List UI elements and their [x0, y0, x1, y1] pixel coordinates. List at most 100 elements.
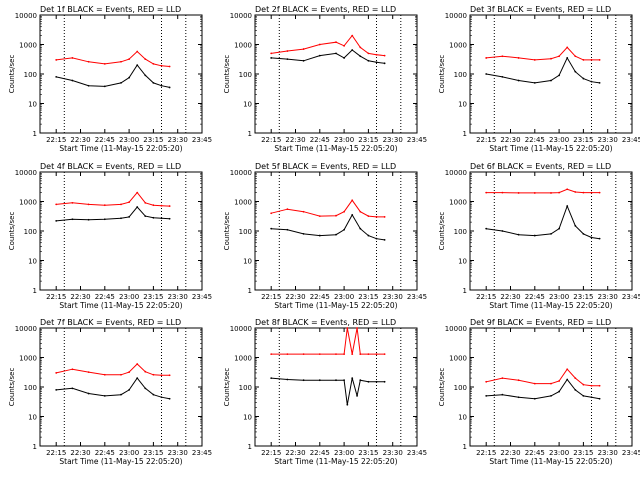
data-point-lld — [318, 215, 321, 217]
panel-det-1: Det 1f BLACK = Events, RED = LLD 1 10 100 10… — [8, 5, 212, 153]
panel-title: Det 3f BLACK = Events, RED = LLD — [470, 5, 611, 14]
data-point-events — [590, 396, 593, 399]
data-point-lld — [168, 374, 171, 377]
y-axis-label: Counts/sec — [223, 212, 231, 251]
data-point-events — [128, 216, 131, 218]
x-tick-label: 23:00 — [119, 136, 139, 144]
data-point-events — [359, 379, 362, 382]
data-point-lld — [128, 201, 131, 204]
data-point-events — [160, 84, 163, 87]
data-point-lld — [270, 52, 273, 55]
data-point-events — [574, 224, 577, 227]
x-tick-label: 23:15 — [358, 136, 378, 144]
x-tick-label: 23:15 — [143, 449, 163, 457]
data-point-lld — [168, 205, 171, 207]
data-point-lld — [550, 57, 552, 60]
data-point-lld — [367, 215, 370, 217]
data-point-lld — [359, 46, 362, 49]
y-axis-label: Counts/sec — [223, 55, 231, 94]
y-tick-label: 100 — [24, 71, 37, 79]
y-tick-label: 10000 — [445, 325, 467, 333]
data-point-events — [533, 397, 536, 400]
x-tick-label: 23:30 — [383, 136, 403, 144]
data-point-events — [356, 394, 358, 397]
data-point-lld — [120, 203, 122, 206]
series-line-events — [271, 213, 385, 241]
x-axis-label: Start Time (11-May-15 22:05:20) — [489, 144, 612, 153]
data-point-events — [566, 57, 569, 59]
data-point-events — [501, 393, 504, 396]
data-point-events — [550, 79, 552, 82]
panel-det-2: Det 2f BLACK = Events, RED = LLD 1 10 100 10… — [223, 5, 427, 153]
x-tick-label: 23:45 — [407, 449, 427, 457]
data-point-events — [128, 76, 131, 79]
data-point-events — [359, 55, 362, 58]
data-point-events — [168, 217, 171, 220]
data-point-events — [136, 377, 139, 380]
data-point-events — [383, 62, 386, 65]
data-point-events — [120, 81, 122, 84]
data-point-events — [55, 219, 58, 222]
x-tick-label: 23:45 — [192, 449, 212, 457]
data-point-lld — [270, 353, 273, 356]
data-point-events — [318, 54, 321, 57]
panel-det-3: Det 3f BLACK = Events, RED = LLD 1 10 100 10… — [438, 5, 640, 153]
data-point-events — [485, 394, 488, 397]
series-line-events — [486, 56, 600, 84]
data-point-events — [517, 233, 520, 236]
data-point-events — [87, 392, 90, 395]
data-point-lld — [55, 372, 58, 374]
panel-title: Det 7f BLACK = Events, RED = LLD — [40, 318, 181, 327]
x-tick-label: 22:15 — [46, 449, 66, 457]
x-tick-label: 23:00 — [334, 449, 354, 457]
y-tick-label: 1 — [463, 130, 467, 138]
data-point-lld — [318, 353, 321, 356]
data-point-lld — [517, 192, 520, 194]
data-point-lld — [144, 370, 147, 373]
data-point-lld — [136, 50, 139, 53]
y-tick-label: 1 — [33, 287, 37, 295]
data-point-events — [533, 81, 536, 84]
x-tick-label: 22:45 — [525, 136, 545, 144]
panel-det-4: Det 4f BLACK = Events, RED = LLD 1 10 100 10… — [8, 162, 212, 310]
series-line-lld — [271, 34, 385, 57]
series-line-lld — [271, 327, 385, 355]
data-point-lld — [286, 208, 289, 211]
y-axis-label: Counts/sec — [438, 55, 446, 94]
y-tick-label: 100 — [24, 384, 37, 392]
x-axis-label: Start Time (11-May-15 22:05:20) — [489, 301, 612, 310]
x-tick-label: 22:15 — [261, 449, 281, 457]
data-point-events — [383, 238, 386, 241]
y-tick-label: 10000 — [15, 12, 37, 20]
data-point-events — [517, 396, 520, 399]
data-point-lld — [558, 55, 560, 58]
data-point-lld — [582, 59, 585, 61]
data-point-events — [558, 74, 560, 77]
y-tick-label: 1 — [33, 443, 37, 451]
data-point-events — [71, 79, 74, 82]
data-point-lld — [55, 203, 58, 206]
data-point-lld — [485, 380, 488, 383]
data-point-events — [335, 379, 337, 382]
data-point-events — [351, 377, 354, 380]
x-tick-label: 23:30 — [168, 449, 188, 457]
data-point-lld — [160, 374, 163, 377]
data-point-lld — [136, 363, 139, 365]
data-point-events — [485, 73, 488, 75]
data-point-events — [55, 75, 58, 78]
x-tick-label: 22:45 — [310, 449, 330, 457]
plot-frame — [39, 14, 203, 134]
x-tick-label: 23:30 — [168, 293, 188, 301]
data-point-lld — [574, 377, 577, 380]
y-tick-label: 1 — [463, 443, 467, 451]
plot-frame — [254, 171, 418, 291]
data-point-lld — [383, 216, 386, 218]
y-tick-label: 10 — [243, 258, 252, 266]
data-point-events — [598, 397, 601, 400]
data-point-lld — [582, 383, 585, 386]
data-point-events — [71, 387, 74, 390]
data-point-events — [550, 394, 552, 397]
y-tick-label: 100 — [239, 71, 252, 79]
y-tick-label: 1 — [463, 287, 467, 295]
data-point-lld — [87, 60, 90, 63]
